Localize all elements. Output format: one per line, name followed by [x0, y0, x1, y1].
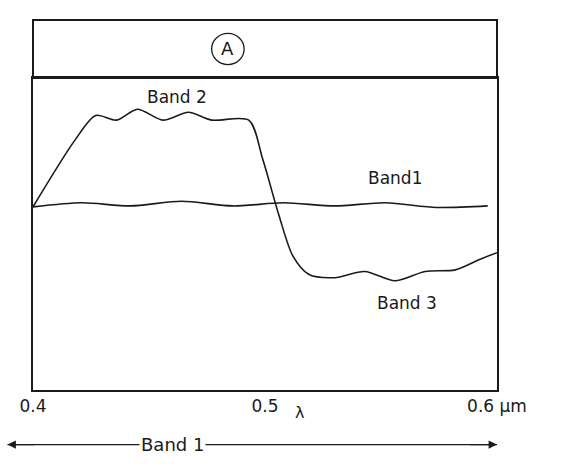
svg-text:Band 1: Band 1: [141, 434, 204, 455]
svg-text:A: A: [221, 38, 234, 59]
svg-text:Band 3: Band 3: [377, 293, 437, 313]
svg-text:Band1: Band1: [368, 168, 422, 188]
svg-text:0.4: 0.4: [19, 396, 46, 416]
svg-text:0.6 μm: 0.6 μm: [467, 396, 527, 416]
svg-text:λ: λ: [295, 403, 304, 422]
svg-text:0.5: 0.5: [251, 396, 278, 416]
svg-text:Band 2: Band 2: [147, 87, 207, 107]
